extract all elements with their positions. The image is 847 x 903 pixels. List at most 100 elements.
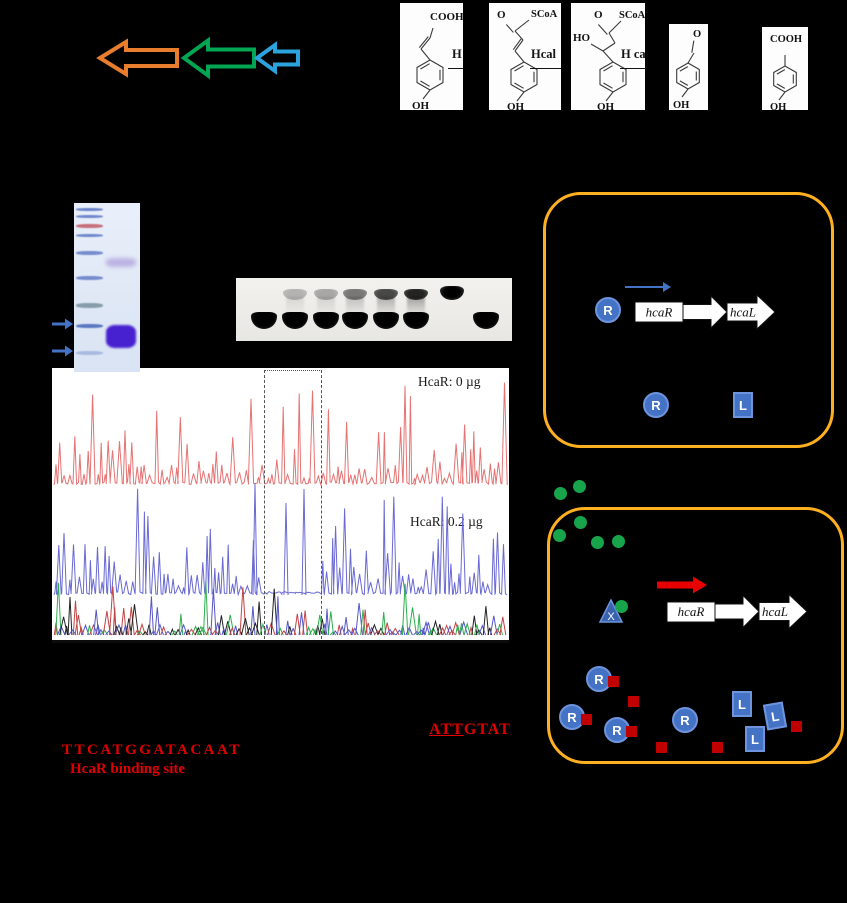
gene-arrow-green bbox=[180, 36, 256, 80]
bond bbox=[605, 91, 614, 102]
lane-2-smear bbox=[286, 297, 304, 313]
sequencing-trace-peak bbox=[446, 624, 454, 636]
sequencing-trace-peak bbox=[174, 628, 182, 636]
bond bbox=[514, 39, 524, 52]
ladder-band-2 bbox=[76, 215, 103, 218]
sequencing-trace-peak bbox=[154, 607, 161, 636]
atom-label-o: O bbox=[594, 9, 603, 21]
compound-structure-2: O SCoA OH bbox=[497, 9, 558, 113]
protected-region-box bbox=[264, 370, 322, 639]
sequencing-trace-peak bbox=[118, 626, 124, 636]
sequencing-trace-peak bbox=[246, 626, 253, 636]
bond bbox=[514, 50, 525, 63]
sequencing-trace-peak bbox=[431, 619, 440, 636]
repressor-circle: R bbox=[643, 392, 669, 418]
gene-arrow-blue bbox=[253, 41, 300, 75]
sequencing-trace-peak bbox=[87, 625, 92, 636]
sequencing-trace-peak bbox=[451, 620, 460, 636]
sequencing-trace-peak bbox=[408, 607, 417, 636]
sequencing-trace-peak bbox=[130, 604, 139, 636]
sequencing-trace-peak bbox=[211, 629, 220, 636]
sequencing-trace-peak bbox=[422, 620, 430, 636]
bond bbox=[608, 20, 622, 34]
bond bbox=[429, 27, 434, 39]
atom-label-phenol: OH bbox=[673, 100, 689, 111]
sequencing-trace-peak bbox=[266, 621, 276, 636]
sequencing-trace-peak bbox=[203, 580, 209, 636]
benzene-ring bbox=[510, 61, 538, 93]
sequencing-trace-peak bbox=[125, 618, 132, 636]
pathway-gene-arrows bbox=[96, 36, 300, 80]
sequencing-trace-peak bbox=[205, 626, 214, 636]
lane-6-shifted-band bbox=[404, 289, 428, 300]
sequencing-trace-peak bbox=[138, 622, 146, 636]
sequencing-trace-peak bbox=[185, 628, 191, 636]
sequencing-trace-peak bbox=[429, 626, 438, 636]
double-bond bbox=[691, 40, 695, 53]
atom-label-o: O bbox=[497, 9, 506, 21]
sequencing-trace-peak bbox=[373, 630, 382, 636]
sequencing-trace-peak bbox=[325, 608, 330, 636]
sequencing-trace-peak bbox=[256, 601, 262, 636]
sequencing-trace-peak bbox=[381, 612, 387, 636]
sequencing-trace-peak bbox=[241, 618, 250, 636]
binding-sequence: TTCATGGATACAAT bbox=[62, 742, 242, 758]
atom-label-hydroxyl: HO bbox=[573, 32, 591, 44]
model-box-repressed bbox=[543, 192, 834, 448]
diagram_bottom-gene-cluster: hcaR hcaL bbox=[657, 576, 808, 630]
sequencing-trace-peak bbox=[439, 626, 447, 636]
enzyme-label-3: H ca bbox=[621, 47, 646, 61]
bond bbox=[516, 91, 525, 102]
sequencing-trace-peak bbox=[336, 624, 342, 636]
sequencing-trace-peak bbox=[122, 624, 129, 636]
sequencing-trace-peak bbox=[350, 627, 359, 636]
sequencing-trace-peak bbox=[343, 617, 349, 636]
benzene-ring bbox=[676, 62, 700, 90]
sequencing-trace-peak bbox=[417, 613, 422, 636]
sample-band-1 bbox=[106, 258, 136, 267]
sequencing-trace-peak bbox=[322, 623, 328, 636]
enzyme-label-1: H bbox=[452, 47, 462, 61]
sequencing-trace-peak bbox=[455, 624, 461, 636]
atom-label-phenol: OH bbox=[507, 101, 525, 113]
repressor-circle: R bbox=[672, 707, 698, 733]
sequencing-trace-peak bbox=[377, 627, 385, 636]
trace-with-protein bbox=[53, 482, 508, 597]
lane-4-smear bbox=[346, 297, 364, 313]
bond bbox=[681, 88, 689, 98]
sequencing-trace-peak bbox=[459, 620, 469, 636]
binding-site-caption: HcaR binding site bbox=[70, 761, 186, 777]
model-box-induced bbox=[547, 507, 844, 764]
sequencing-trace-peak bbox=[475, 629, 483, 636]
ligand-square: L bbox=[732, 691, 752, 717]
red-square-marker bbox=[607, 675, 619, 687]
lane-3-smear bbox=[317, 297, 335, 313]
gene-arrow-orange bbox=[96, 38, 179, 78]
double-bond bbox=[418, 36, 429, 48]
compound-structure-4: O OH bbox=[673, 29, 701, 111]
ligand-square: L bbox=[733, 392, 753, 418]
lane-6-free-band bbox=[403, 312, 429, 329]
sequencing-trace-peak bbox=[160, 625, 167, 636]
emsa-gel-panel bbox=[236, 278, 512, 341]
sequencing-trace-peak bbox=[67, 596, 73, 636]
lane-3-shifted-band bbox=[314, 289, 338, 300]
enzyme-label-2: Hcal bbox=[531, 47, 556, 61]
compound-box-5: COOH OH bbox=[762, 27, 808, 113]
reaction-arrow-stub-3 bbox=[620, 68, 646, 69]
reaction-arrow-stub-1 bbox=[448, 68, 463, 69]
bond bbox=[687, 52, 695, 64]
sequencing-trace-peak bbox=[97, 628, 105, 636]
lane-4-free-band bbox=[342, 312, 368, 329]
sequencing-trace-peak bbox=[329, 631, 337, 636]
bond bbox=[514, 30, 524, 41]
sequencing-trace-peak bbox=[308, 627, 317, 636]
ladder-band-3 bbox=[76, 224, 103, 228]
footprint-label-no-protein: HcaR: 0 µg bbox=[418, 374, 481, 389]
reaction-arrow-stub-2 bbox=[530, 68, 561, 69]
sequencing-trace-peak bbox=[275, 596, 280, 636]
ladder-band-8 bbox=[76, 324, 103, 328]
atom-label-acid: COOH bbox=[770, 34, 802, 45]
bond bbox=[602, 50, 614, 63]
sequencing-trace-peak bbox=[362, 609, 368, 636]
